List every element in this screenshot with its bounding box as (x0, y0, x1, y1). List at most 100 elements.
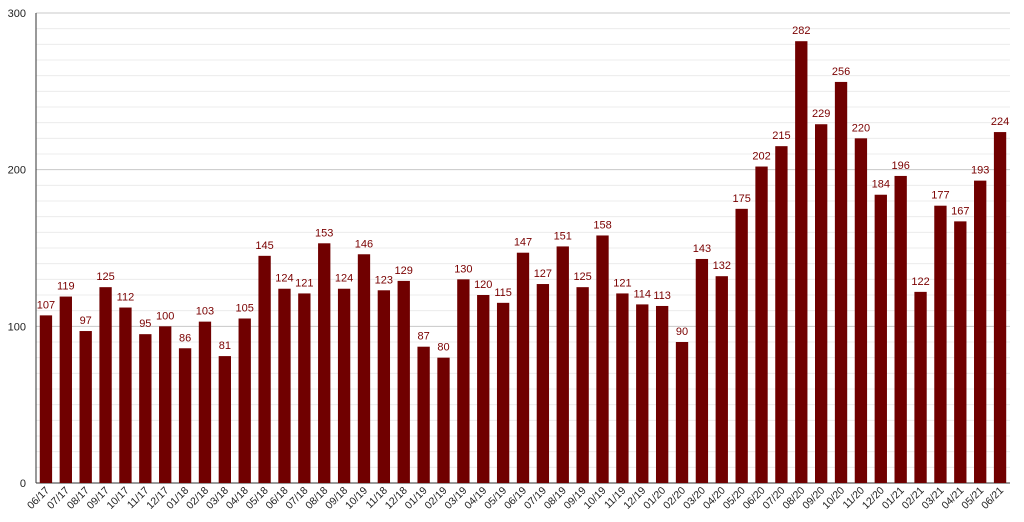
bar (377, 290, 391, 483)
bar (775, 146, 788, 483)
data-label: 193 (971, 165, 989, 177)
data-label: 87 (417, 331, 429, 343)
data-label: 167 (951, 205, 969, 217)
data-label: 86 (179, 332, 191, 344)
data-label: 151 (554, 230, 572, 242)
bar (954, 221, 967, 483)
data-label: 196 (891, 160, 909, 172)
bar (914, 291, 927, 483)
data-label: 80 (437, 342, 449, 354)
bar (755, 166, 768, 484)
data-label: 122 (911, 276, 929, 288)
bar (218, 356, 231, 483)
data-label: 143 (693, 243, 711, 255)
data-label: 127 (534, 268, 552, 280)
bar (99, 287, 112, 483)
bar (258, 255, 271, 483)
data-label: 282 (792, 25, 810, 37)
bar (834, 81, 848, 483)
bar (815, 124, 828, 483)
data-label: 105 (236, 303, 254, 315)
data-label: 130 (454, 263, 472, 275)
bar (198, 321, 212, 483)
data-label: 220 (852, 122, 870, 134)
bar (993, 132, 1007, 484)
data-label: 184 (872, 179, 890, 191)
data-label: 145 (255, 240, 273, 252)
data-label: 146 (355, 238, 373, 250)
data-label: 121 (295, 277, 313, 289)
data-label: 120 (474, 279, 492, 291)
data-label: 215 (772, 130, 790, 142)
bar (79, 331, 92, 483)
bar (59, 296, 72, 483)
x-tick-label: 10/19 (582, 485, 609, 512)
bar (934, 205, 947, 483)
data-label: 123 (375, 274, 393, 286)
data-label: 119 (57, 281, 75, 293)
x-tick-label: 10/17 (105, 485, 132, 512)
data-label: 114 (633, 288, 651, 300)
bar (477, 295, 490, 483)
x-tick-label: 10/20 (820, 485, 847, 512)
bar (894, 175, 907, 483)
bar (39, 315, 53, 483)
bar (417, 346, 430, 483)
bar (516, 252, 530, 483)
data-label: 158 (593, 219, 611, 231)
bars (39, 41, 1007, 484)
data-label: 175 (732, 193, 750, 205)
data-label: 121 (613, 277, 631, 289)
bar (874, 194, 887, 483)
data-label: 202 (752, 151, 770, 163)
bar (556, 246, 569, 483)
data-label: 81 (219, 340, 231, 352)
bar (655, 305, 669, 483)
bar (596, 235, 609, 483)
data-label: 147 (514, 237, 532, 249)
bar (318, 243, 331, 483)
x-tick-label: 10/19 (343, 485, 370, 512)
bar (616, 293, 629, 483)
bar (715, 276, 728, 483)
bar (357, 254, 371, 483)
x-tick-label: 06/21 (979, 485, 1006, 512)
y-tick-label: 0 (20, 478, 26, 490)
data-label: 224 (991, 116, 1009, 128)
data-label: 95 (139, 318, 151, 330)
bar (278, 288, 291, 483)
bar (159, 326, 172, 483)
bar (695, 258, 709, 483)
bar (178, 348, 192, 483)
y-tick-label: 100 (8, 321, 26, 333)
bar (238, 318, 251, 483)
bar (298, 293, 311, 483)
bar (496, 302, 510, 483)
data-label: 100 (156, 310, 174, 322)
bar (397, 280, 410, 483)
data-label: 103 (196, 306, 214, 318)
data-label: 129 (395, 265, 413, 277)
bar (675, 342, 689, 483)
data-label: 112 (117, 292, 135, 304)
y-tick-label: 200 (8, 165, 26, 177)
data-label: 153 (315, 227, 333, 239)
bar (854, 138, 868, 484)
data-label: 113 (653, 290, 671, 302)
data-label: 124 (275, 273, 293, 285)
bar (735, 208, 748, 484)
data-label: 125 (96, 271, 114, 283)
bar (576, 287, 589, 483)
bar (795, 41, 808, 483)
bar (457, 279, 470, 483)
bar (974, 180, 987, 483)
bar (536, 284, 550, 483)
category-labels: 06/1707/1708/1709/1710/1711/1712/1701/18… (25, 485, 1006, 512)
bar (337, 288, 351, 483)
bar (437, 357, 450, 483)
data-label: 229 (812, 108, 830, 120)
data-label: 90 (676, 326, 688, 338)
